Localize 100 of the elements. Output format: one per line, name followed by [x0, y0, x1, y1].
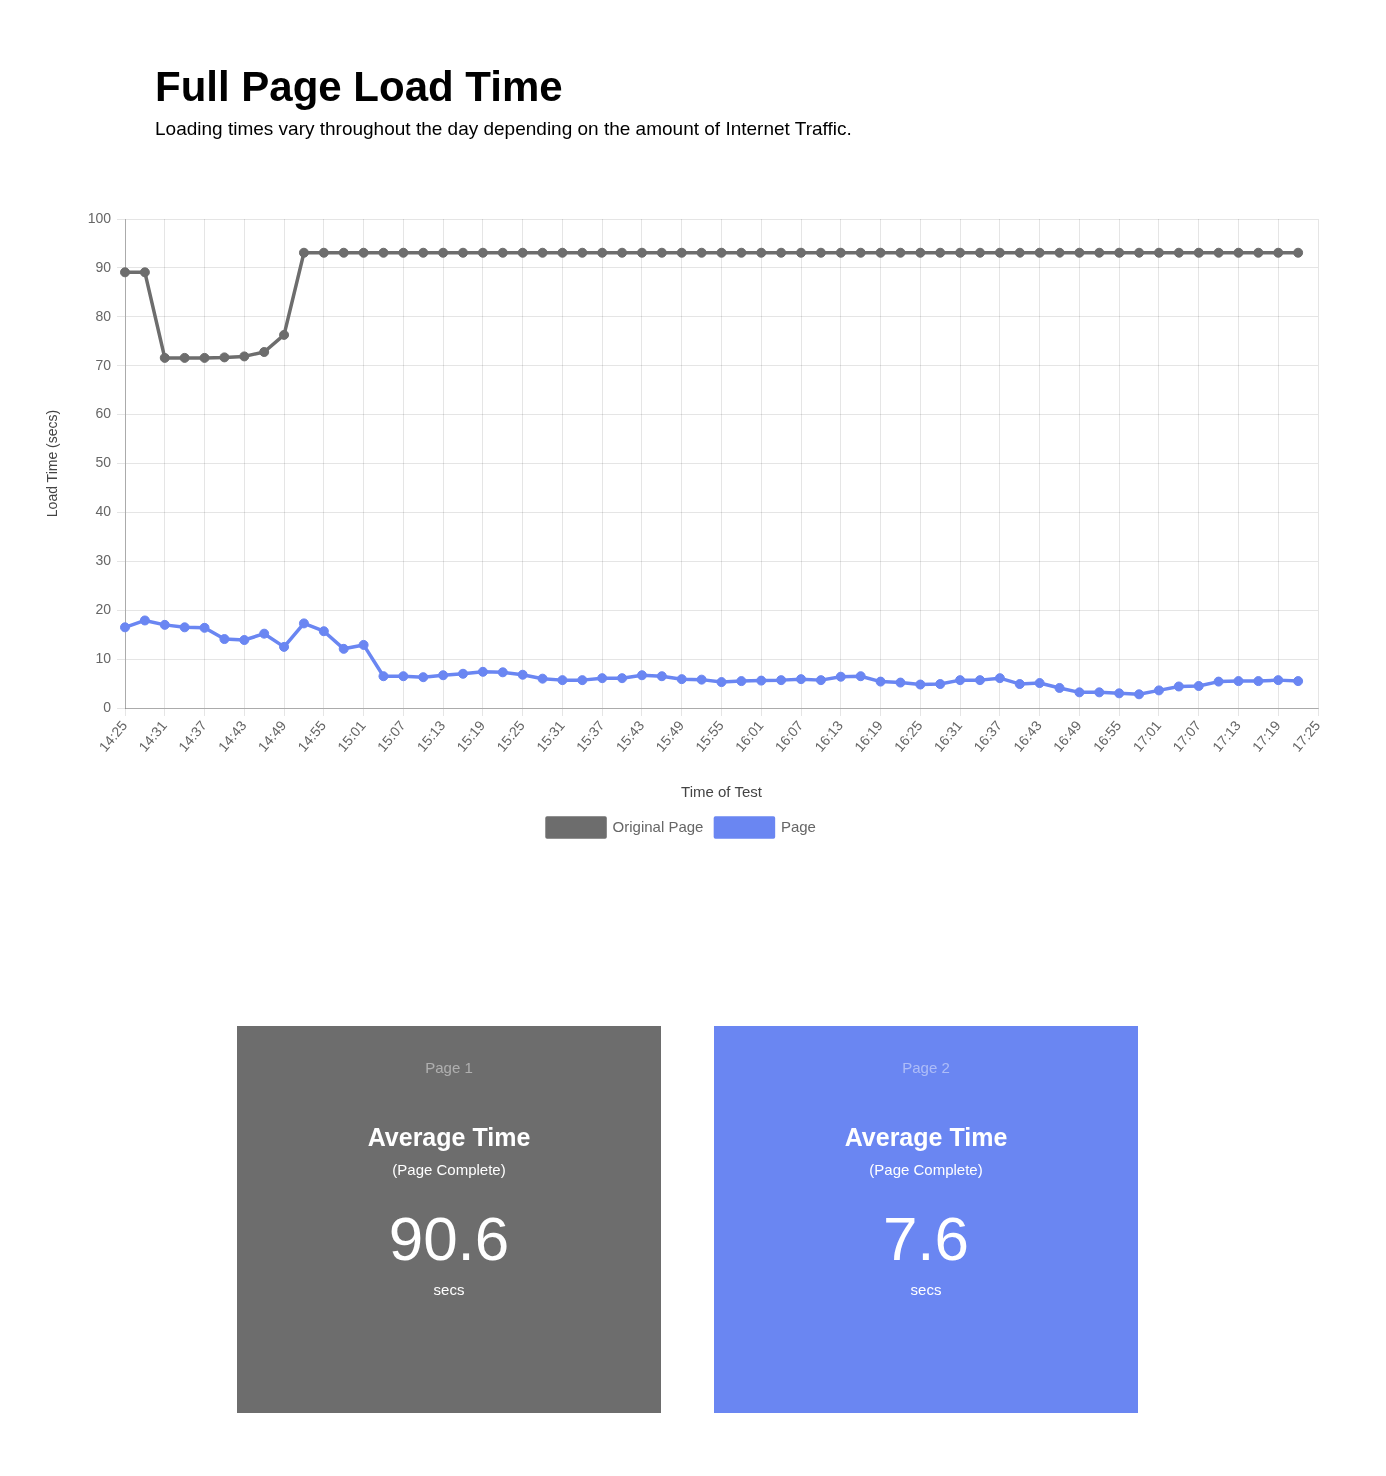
text: secs — [432, 1280, 466, 1300]
point — [537, 673, 548, 684]
point — [656, 671, 667, 682]
point — [298, 247, 309, 258]
y-tick-label: 60 — [95, 405, 112, 422]
point — [378, 247, 389, 258]
point — [875, 676, 886, 687]
point — [636, 247, 647, 258]
point — [955, 675, 966, 686]
y-tick-label: 0 — [103, 698, 112, 715]
point — [318, 626, 329, 637]
y-tick-label: 30 — [95, 552, 112, 569]
point — [776, 247, 787, 258]
point — [1014, 247, 1025, 258]
point — [1034, 678, 1045, 689]
point — [279, 641, 290, 652]
point — [855, 247, 866, 258]
point — [617, 247, 628, 258]
x-axis-title: Time of Test — [681, 783, 763, 801]
point — [974, 675, 985, 686]
point — [716, 247, 727, 258]
point — [1094, 687, 1105, 698]
point — [1293, 247, 1304, 258]
point — [458, 668, 469, 679]
y-tick-label: 100 — [87, 209, 112, 226]
point — [477, 666, 488, 677]
text: 90.6 — [387, 1204, 511, 1273]
point — [120, 622, 130, 633]
point — [1034, 247, 1045, 258]
point — [736, 247, 747, 258]
point — [1074, 247, 1085, 258]
point — [1074, 687, 1085, 698]
point — [935, 247, 946, 258]
point — [159, 619, 170, 630]
point — [835, 247, 846, 258]
point — [279, 329, 290, 340]
point — [1273, 675, 1284, 686]
point — [179, 352, 190, 363]
text: Average Time — [366, 1122, 532, 1152]
point — [259, 347, 270, 358]
y-tick-label: 20 — [95, 601, 112, 618]
y-tick-label: 90 — [95, 258, 112, 275]
point — [1054, 682, 1065, 693]
point — [1193, 681, 1204, 691]
point — [577, 675, 588, 686]
point — [219, 634, 230, 645]
point — [577, 247, 588, 258]
point — [597, 673, 608, 684]
point — [875, 247, 886, 258]
y-tick-label: 70 — [95, 356, 112, 373]
point — [696, 247, 707, 258]
point — [915, 247, 926, 258]
point — [994, 247, 1005, 258]
point — [636, 670, 647, 681]
point — [438, 670, 449, 681]
chart-subtitle: Loading times vary throughout the day depending on the amount of Internet Traffic. — [155, 118, 852, 139]
point — [358, 639, 369, 650]
point — [239, 351, 250, 362]
text: 7.6 — [881, 1204, 971, 1273]
point — [239, 635, 250, 646]
point — [120, 267, 130, 278]
point — [597, 247, 608, 258]
point — [815, 675, 826, 686]
legend-label: Page — [780, 817, 816, 835]
point — [1233, 247, 1244, 258]
point — [517, 669, 528, 680]
point — [1173, 247, 1184, 258]
point — [497, 247, 508, 258]
point — [617, 673, 628, 684]
text: (Page Complete) — [868, 1160, 984, 1180]
point — [398, 247, 409, 258]
point — [1233, 676, 1244, 687]
point — [557, 247, 568, 258]
point — [1114, 247, 1125, 258]
point — [1014, 679, 1025, 690]
point — [557, 675, 568, 686]
point — [895, 677, 906, 688]
point — [259, 628, 270, 639]
y-tick-label: 40 — [95, 503, 112, 520]
point — [1094, 247, 1105, 258]
point — [139, 615, 150, 626]
text: Page 2 — [901, 1058, 951, 1078]
point — [1213, 676, 1224, 687]
point — [1153, 247, 1164, 258]
point — [1134, 247, 1145, 258]
point — [915, 679, 926, 690]
y-tick-label: 50 — [95, 454, 112, 471]
point — [1153, 685, 1164, 696]
point — [974, 247, 985, 258]
y-tick-label: 80 — [95, 307, 112, 324]
point — [159, 352, 170, 363]
point — [418, 247, 429, 258]
legend-label: Original Page — [612, 817, 704, 835]
point — [438, 247, 449, 258]
point — [776, 675, 787, 686]
point — [378, 671, 389, 682]
point — [1114, 688, 1125, 699]
text: Average Time — [843, 1122, 1009, 1152]
point — [1293, 676, 1304, 687]
point — [1253, 247, 1264, 258]
